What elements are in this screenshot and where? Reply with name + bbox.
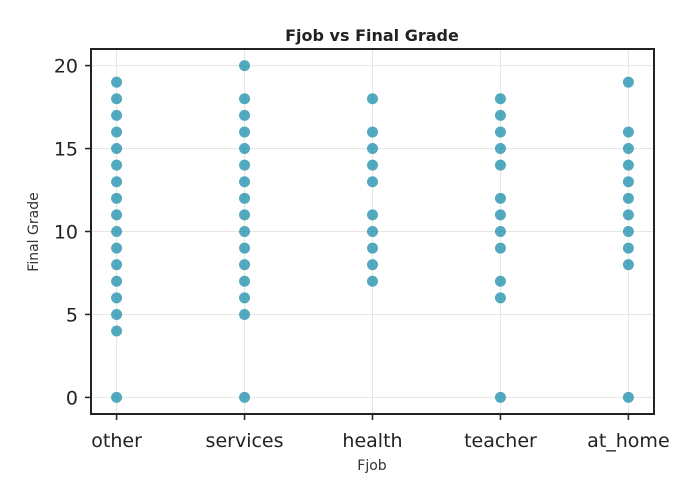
y-tick-label: 15 xyxy=(54,139,78,161)
data-point xyxy=(111,292,123,304)
data-point xyxy=(367,176,378,188)
data-point xyxy=(367,259,378,271)
data-point xyxy=(367,93,378,105)
data-point xyxy=(239,209,251,221)
data-point xyxy=(111,76,123,88)
y-tick-label: 10 xyxy=(54,222,78,244)
data-point xyxy=(239,93,251,105)
data-point xyxy=(494,126,506,138)
data-point xyxy=(622,242,634,254)
data-point xyxy=(111,192,123,204)
data-point xyxy=(111,159,123,171)
data-points xyxy=(111,60,634,403)
y-tick-label: 5 xyxy=(66,304,78,326)
y-axis-ticks: 0 5 10 15 20 xyxy=(54,56,91,409)
data-point xyxy=(239,143,251,155)
data-point xyxy=(111,143,123,155)
data-point xyxy=(622,259,634,271)
data-point xyxy=(622,143,634,155)
data-point xyxy=(494,143,506,155)
data-point xyxy=(239,60,251,72)
data-point xyxy=(494,109,506,121)
y-axis-label: Final Grade xyxy=(26,192,42,271)
data-point xyxy=(111,176,123,188)
data-point xyxy=(367,275,378,287)
data-point xyxy=(622,391,634,403)
data-point xyxy=(367,143,378,155)
data-point xyxy=(239,109,251,121)
data-point xyxy=(494,275,506,287)
data-point xyxy=(111,308,123,320)
y-tick-label: 20 xyxy=(54,56,78,78)
data-point xyxy=(494,292,506,304)
data-point xyxy=(239,275,251,287)
data-point xyxy=(111,242,123,254)
y-tick-label: 0 xyxy=(66,387,78,409)
data-point xyxy=(239,192,251,204)
data-point xyxy=(622,176,634,188)
data-point xyxy=(239,126,251,138)
data-point xyxy=(367,159,378,171)
plot-frame xyxy=(90,48,655,415)
data-point xyxy=(239,242,251,254)
data-point xyxy=(622,209,634,221)
data-point xyxy=(239,292,251,304)
data-point xyxy=(494,226,506,237)
data-point xyxy=(622,192,634,204)
data-point xyxy=(111,209,123,221)
x-tick-label: teacher xyxy=(464,430,537,452)
data-point xyxy=(494,159,506,171)
data-point xyxy=(111,126,123,138)
data-point xyxy=(622,126,634,138)
data-point xyxy=(239,308,251,320)
x-tick-label: health xyxy=(342,430,402,452)
data-point xyxy=(111,391,123,403)
data-point xyxy=(494,192,506,204)
data-point xyxy=(622,226,634,237)
data-point xyxy=(111,275,123,287)
data-point xyxy=(494,391,506,403)
x-axis-label: Fjob xyxy=(357,458,387,474)
data-point xyxy=(494,209,506,221)
data-point xyxy=(239,176,251,188)
data-point xyxy=(111,93,123,105)
data-point xyxy=(239,259,251,271)
data-point xyxy=(111,226,123,237)
x-tick-label: at_home xyxy=(587,430,669,452)
data-point xyxy=(111,109,123,121)
data-point xyxy=(239,226,251,237)
data-point xyxy=(494,242,506,254)
data-point xyxy=(239,159,251,171)
data-point xyxy=(622,159,634,171)
data-point xyxy=(367,209,378,221)
x-tick-label: services xyxy=(206,430,284,452)
data-point xyxy=(239,391,251,403)
data-point xyxy=(367,242,378,254)
data-point xyxy=(367,226,378,237)
data-point xyxy=(367,126,378,138)
chart-title: Fjob vs Final Grade xyxy=(285,26,459,45)
data-point xyxy=(111,259,123,271)
data-point xyxy=(622,76,634,88)
x-tick-label: other xyxy=(91,430,142,452)
data-point xyxy=(494,93,506,105)
data-point xyxy=(111,325,123,337)
x-axis-ticks: other services health teacher at_home xyxy=(91,414,670,452)
